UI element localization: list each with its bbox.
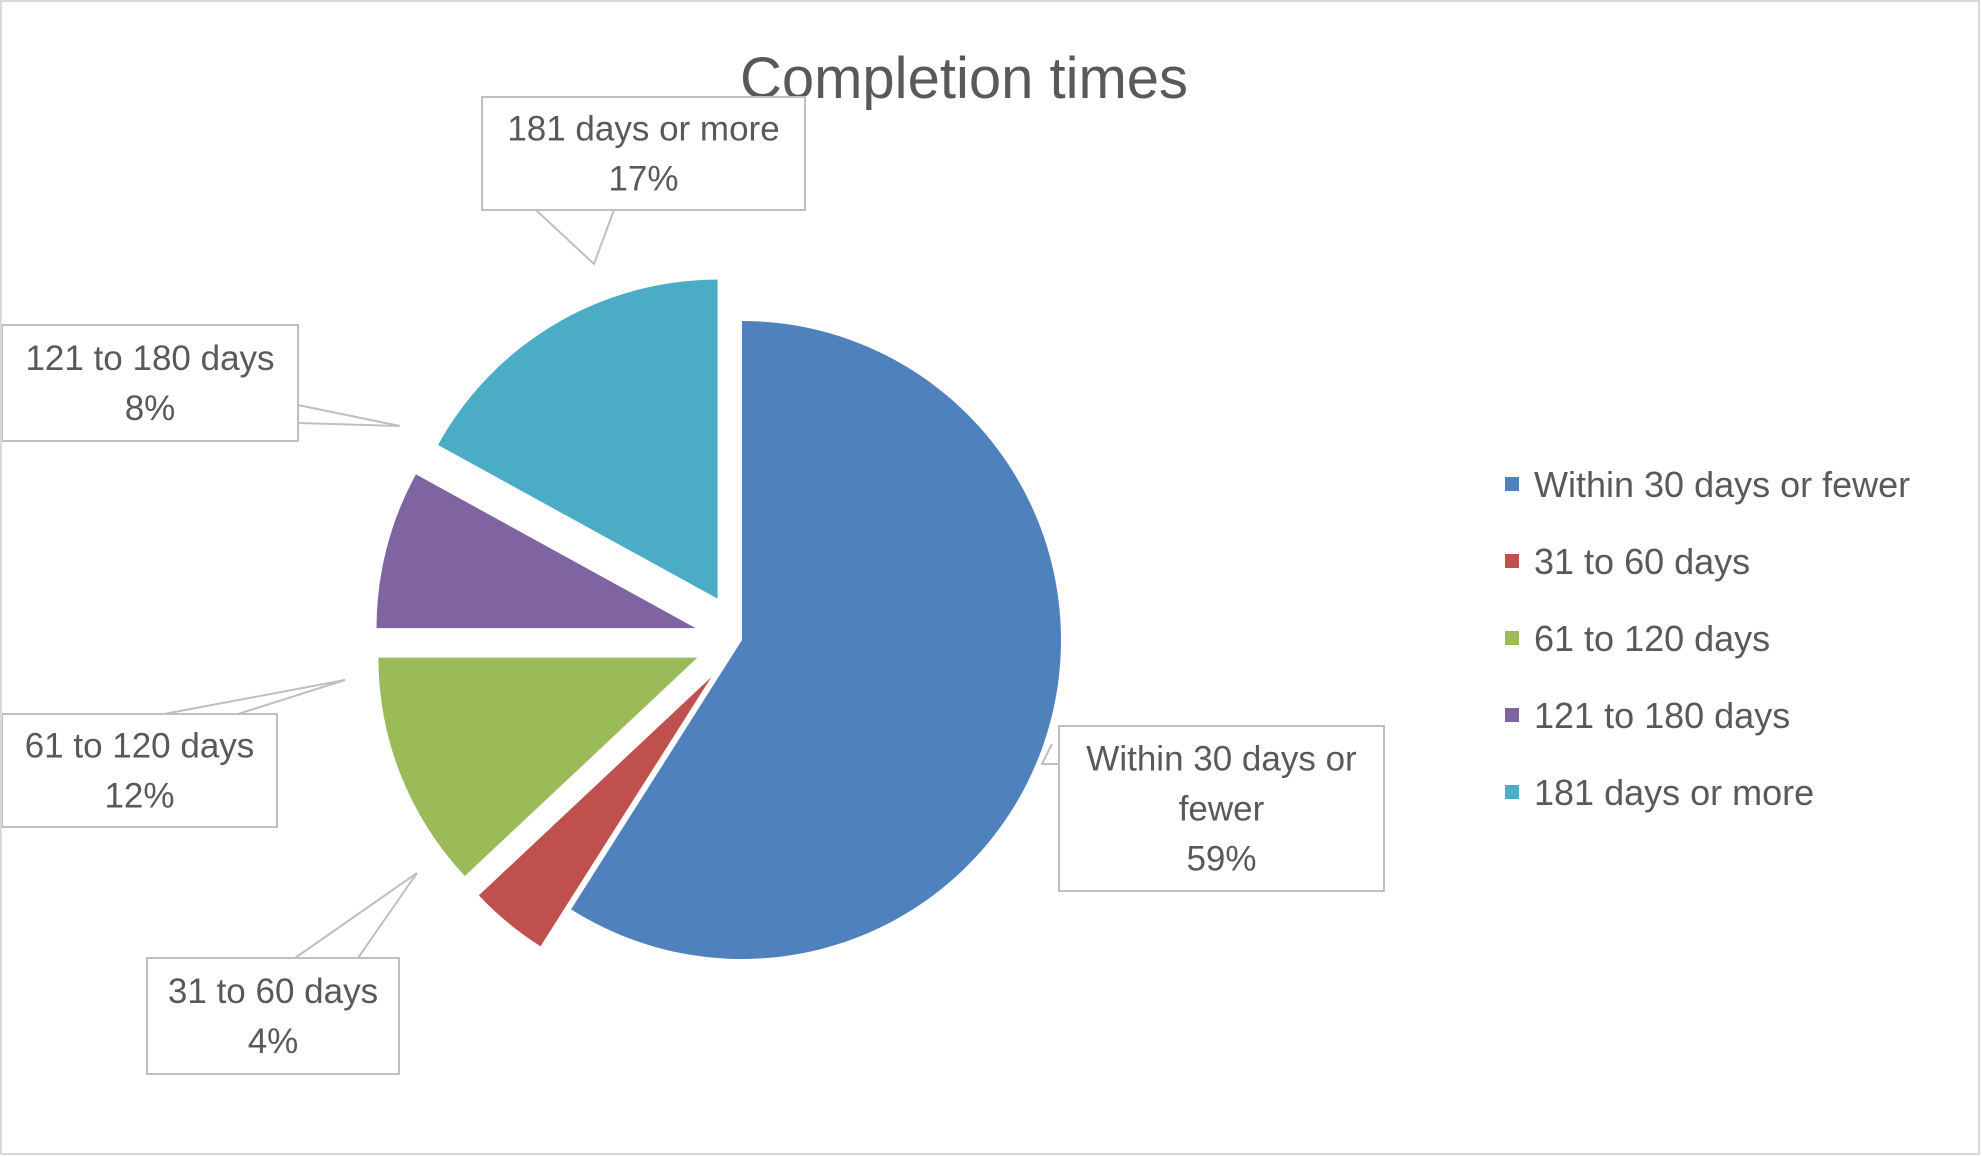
pie-slices [376, 279, 1061, 960]
data-label-value: 17% [608, 160, 678, 199]
data-label-name: 121 to 180 days [25, 339, 274, 378]
data-label-value: 4% [248, 1022, 299, 1061]
data-label-name: 181 days or more [507, 110, 779, 149]
legend-swatch [1505, 708, 1519, 722]
leader-line [535, 209, 615, 266]
legend-label: 61 to 120 days [1534, 618, 1770, 659]
pie-slice-31-to-60-days [478, 676, 712, 947]
pie-slice-181-days-or-more [438, 279, 718, 599]
data-label-181-days-or-more: 181 days or more 17% [481, 96, 806, 266]
data-label-name: 31 to 60 days [168, 972, 378, 1011]
legend-swatch [1505, 477, 1519, 491]
legend-swatch [1505, 554, 1519, 568]
data-label-name: 61 to 120 days [25, 727, 255, 766]
leader-line [163, 679, 346, 715]
legend-swatch [1505, 785, 1519, 799]
label-box [2, 324, 299, 442]
label-box [1058, 725, 1385, 892]
pie-slice-61-to-120-days [378, 657, 698, 877]
legend: Within 30 days or fewer 31 to 60 days 61 t… [1505, 464, 1910, 813]
legend-item-within-30-days-or-fewer: Within 30 days or fewer [1505, 464, 1910, 505]
data-label-121-to-180-days: 121 to 180 days 8% [2, 324, 401, 442]
data-label-within-30-days-or-fewer: Within 30 days or fewer 59% [1040, 725, 1385, 892]
label-box [481, 96, 806, 211]
leader-line [297, 404, 401, 427]
legend-item-121-to-180-days: 121 to 180 days [1505, 695, 1790, 736]
data-label-value: 12% [104, 777, 174, 816]
data-labels: Within 30 days or fewer 59% 31 to 60 days 4%… [2, 96, 1385, 1075]
chart-title: Completion times [740, 46, 1188, 111]
data-label-31-to-60-days: 31 to 60 days 4% [146, 872, 418, 1075]
legend-label: 181 days or more [1534, 772, 1814, 813]
leader-line [294, 872, 418, 959]
pie-slice-121-to-180-days [376, 474, 696, 629]
legend-label: 121 to 180 days [1534, 695, 1790, 736]
data-label-name: fewer [1179, 790, 1265, 829]
label-box [2, 713, 278, 828]
legend-label: Within 30 days or fewer [1534, 464, 1910, 505]
legend-label: 31 to 60 days [1534, 541, 1750, 582]
data-label-name: Within 30 days or [1086, 740, 1357, 779]
leader-line [1040, 743, 1059, 765]
legend-item-181-days-or-more: 181 days or more [1505, 772, 1814, 813]
data-label-61-to-120-days: 61 to 120 days 12% [2, 679, 346, 828]
pie-slice-within-30-days-or-fewer [571, 321, 1061, 960]
data-label-value: 59% [1186, 840, 1256, 879]
legend-item-61-to-120-days: 61 to 120 days [1505, 618, 1770, 659]
data-label-value: 8% [125, 389, 176, 428]
label-box [146, 957, 400, 1075]
legend-item-31-to-60-days: 31 to 60 days [1505, 541, 1750, 582]
legend-swatch [1505, 631, 1519, 645]
